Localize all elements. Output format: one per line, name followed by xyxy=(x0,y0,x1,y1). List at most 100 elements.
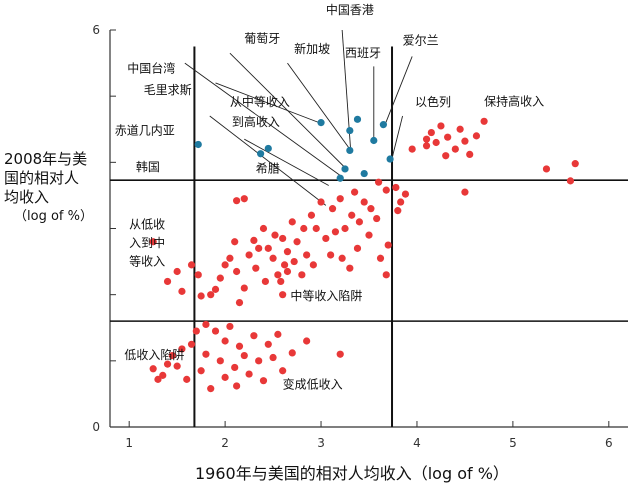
y-axis-label-line-1: 2008年与美 xyxy=(4,150,88,168)
red-data-point xyxy=(216,357,224,365)
red-data-point xyxy=(211,285,220,293)
red-data-point xyxy=(207,291,215,299)
red-data-point xyxy=(397,198,405,206)
red-data-point xyxy=(269,353,277,362)
red-data-point xyxy=(422,142,431,150)
red-data-point xyxy=(392,183,400,192)
x-axis-label: 1960年与美国的相对人均收入（log of %） xyxy=(195,464,509,483)
red-data-point xyxy=(159,371,167,379)
red-data-point xyxy=(444,133,452,141)
red-data-point xyxy=(376,254,385,262)
red-data-point xyxy=(408,145,416,153)
red-data-point xyxy=(279,234,287,243)
annotation-label: 西班牙 xyxy=(345,46,381,60)
annotation-label: 以色列 xyxy=(415,95,451,109)
red-data-point xyxy=(221,373,229,381)
blue-data-point xyxy=(264,144,272,153)
red-data-point xyxy=(571,160,579,168)
annotation-label: 低收入陷阱 xyxy=(124,347,184,362)
blue-data-point xyxy=(379,121,387,129)
y-axis-label-line-2: 国的相对人 xyxy=(4,169,80,187)
red-data-point xyxy=(456,125,464,133)
red-data-point xyxy=(374,178,383,186)
red-data-point xyxy=(233,267,241,276)
red-data-point xyxy=(187,340,196,348)
red-data-point xyxy=(355,218,364,226)
annotation-label: 中等收入陷阱 xyxy=(290,288,362,303)
red-data-point xyxy=(338,254,346,262)
red-data-point xyxy=(194,271,202,279)
red-data-point xyxy=(279,291,287,299)
red-data-point xyxy=(351,188,359,196)
red-data-point xyxy=(168,351,176,360)
red-data-point xyxy=(461,188,469,196)
y-axis-label-line-3: 均收入 xyxy=(4,188,50,206)
red-data-point xyxy=(216,274,224,282)
red-data-point xyxy=(178,287,186,295)
annotation-label: 从低收 xyxy=(129,218,165,232)
blue-data-point xyxy=(386,155,394,163)
red-data-point xyxy=(269,254,277,262)
annotation-label: 新加坡 xyxy=(294,41,330,56)
red-data-point xyxy=(542,165,551,173)
blue-data-point xyxy=(346,146,354,155)
annotation-label: 中国香港 xyxy=(326,2,374,17)
red-data-point xyxy=(240,284,248,292)
red-data-point xyxy=(271,231,279,239)
red-data-point xyxy=(221,337,229,345)
blue-data-point xyxy=(360,169,368,178)
red-data-point xyxy=(211,327,220,335)
blue-data-point xyxy=(257,150,265,158)
blue-data-point xyxy=(341,165,349,173)
red-data-point xyxy=(288,349,296,357)
red-data-point xyxy=(235,299,244,307)
y-tick-label: 6 xyxy=(92,23,100,37)
annotation-label: 从中等收入 xyxy=(230,94,290,109)
annotation-label: 韩国 xyxy=(136,159,160,174)
red-data-point xyxy=(365,231,373,239)
red-data-point xyxy=(288,218,296,226)
red-data-point xyxy=(274,330,282,338)
red-data-point xyxy=(274,271,282,279)
red-data-point xyxy=(149,238,157,246)
red-data-point xyxy=(264,244,272,252)
red-data-point xyxy=(235,342,244,350)
red-data-point xyxy=(277,277,285,286)
red-data-point xyxy=(312,224,320,233)
red-data-point xyxy=(173,267,181,276)
red-data-point xyxy=(280,261,289,269)
blue-data-point xyxy=(370,136,378,145)
red-data-point xyxy=(327,251,335,259)
red-data-point xyxy=(367,205,375,213)
annotation-leader-line xyxy=(209,115,327,206)
red-data-point xyxy=(240,351,248,360)
annotation-label: 希腊 xyxy=(256,160,280,175)
red-data-point xyxy=(322,234,330,243)
red-data-point xyxy=(163,277,172,286)
annotation-label: 到高收入 xyxy=(232,114,280,129)
red-data-point xyxy=(348,211,356,219)
red-data-point xyxy=(480,117,488,125)
red-data-point xyxy=(163,360,172,368)
y-tick-label: 0 xyxy=(92,420,100,434)
red-data-point xyxy=(207,385,215,393)
x-tick-label: 1 xyxy=(125,436,133,450)
red-data-point xyxy=(178,345,186,353)
x-tick-label: 2 xyxy=(221,436,229,450)
red-data-point xyxy=(382,271,390,279)
red-data-point xyxy=(303,337,311,345)
red-data-point xyxy=(290,257,298,266)
red-data-point xyxy=(231,238,239,246)
red-data-point xyxy=(384,241,392,249)
red-data-point xyxy=(149,365,157,373)
annotation-label: 变成低收入 xyxy=(283,377,343,392)
red-data-point xyxy=(226,254,234,262)
annotation-leader-line xyxy=(384,56,413,125)
red-data-point xyxy=(328,205,337,213)
red-data-point xyxy=(245,251,253,259)
red-data-point xyxy=(283,267,292,276)
red-data-point xyxy=(401,190,410,198)
red-data-point xyxy=(336,350,344,358)
red-data-point xyxy=(252,264,260,272)
x-tick-label: 4 xyxy=(413,436,421,450)
